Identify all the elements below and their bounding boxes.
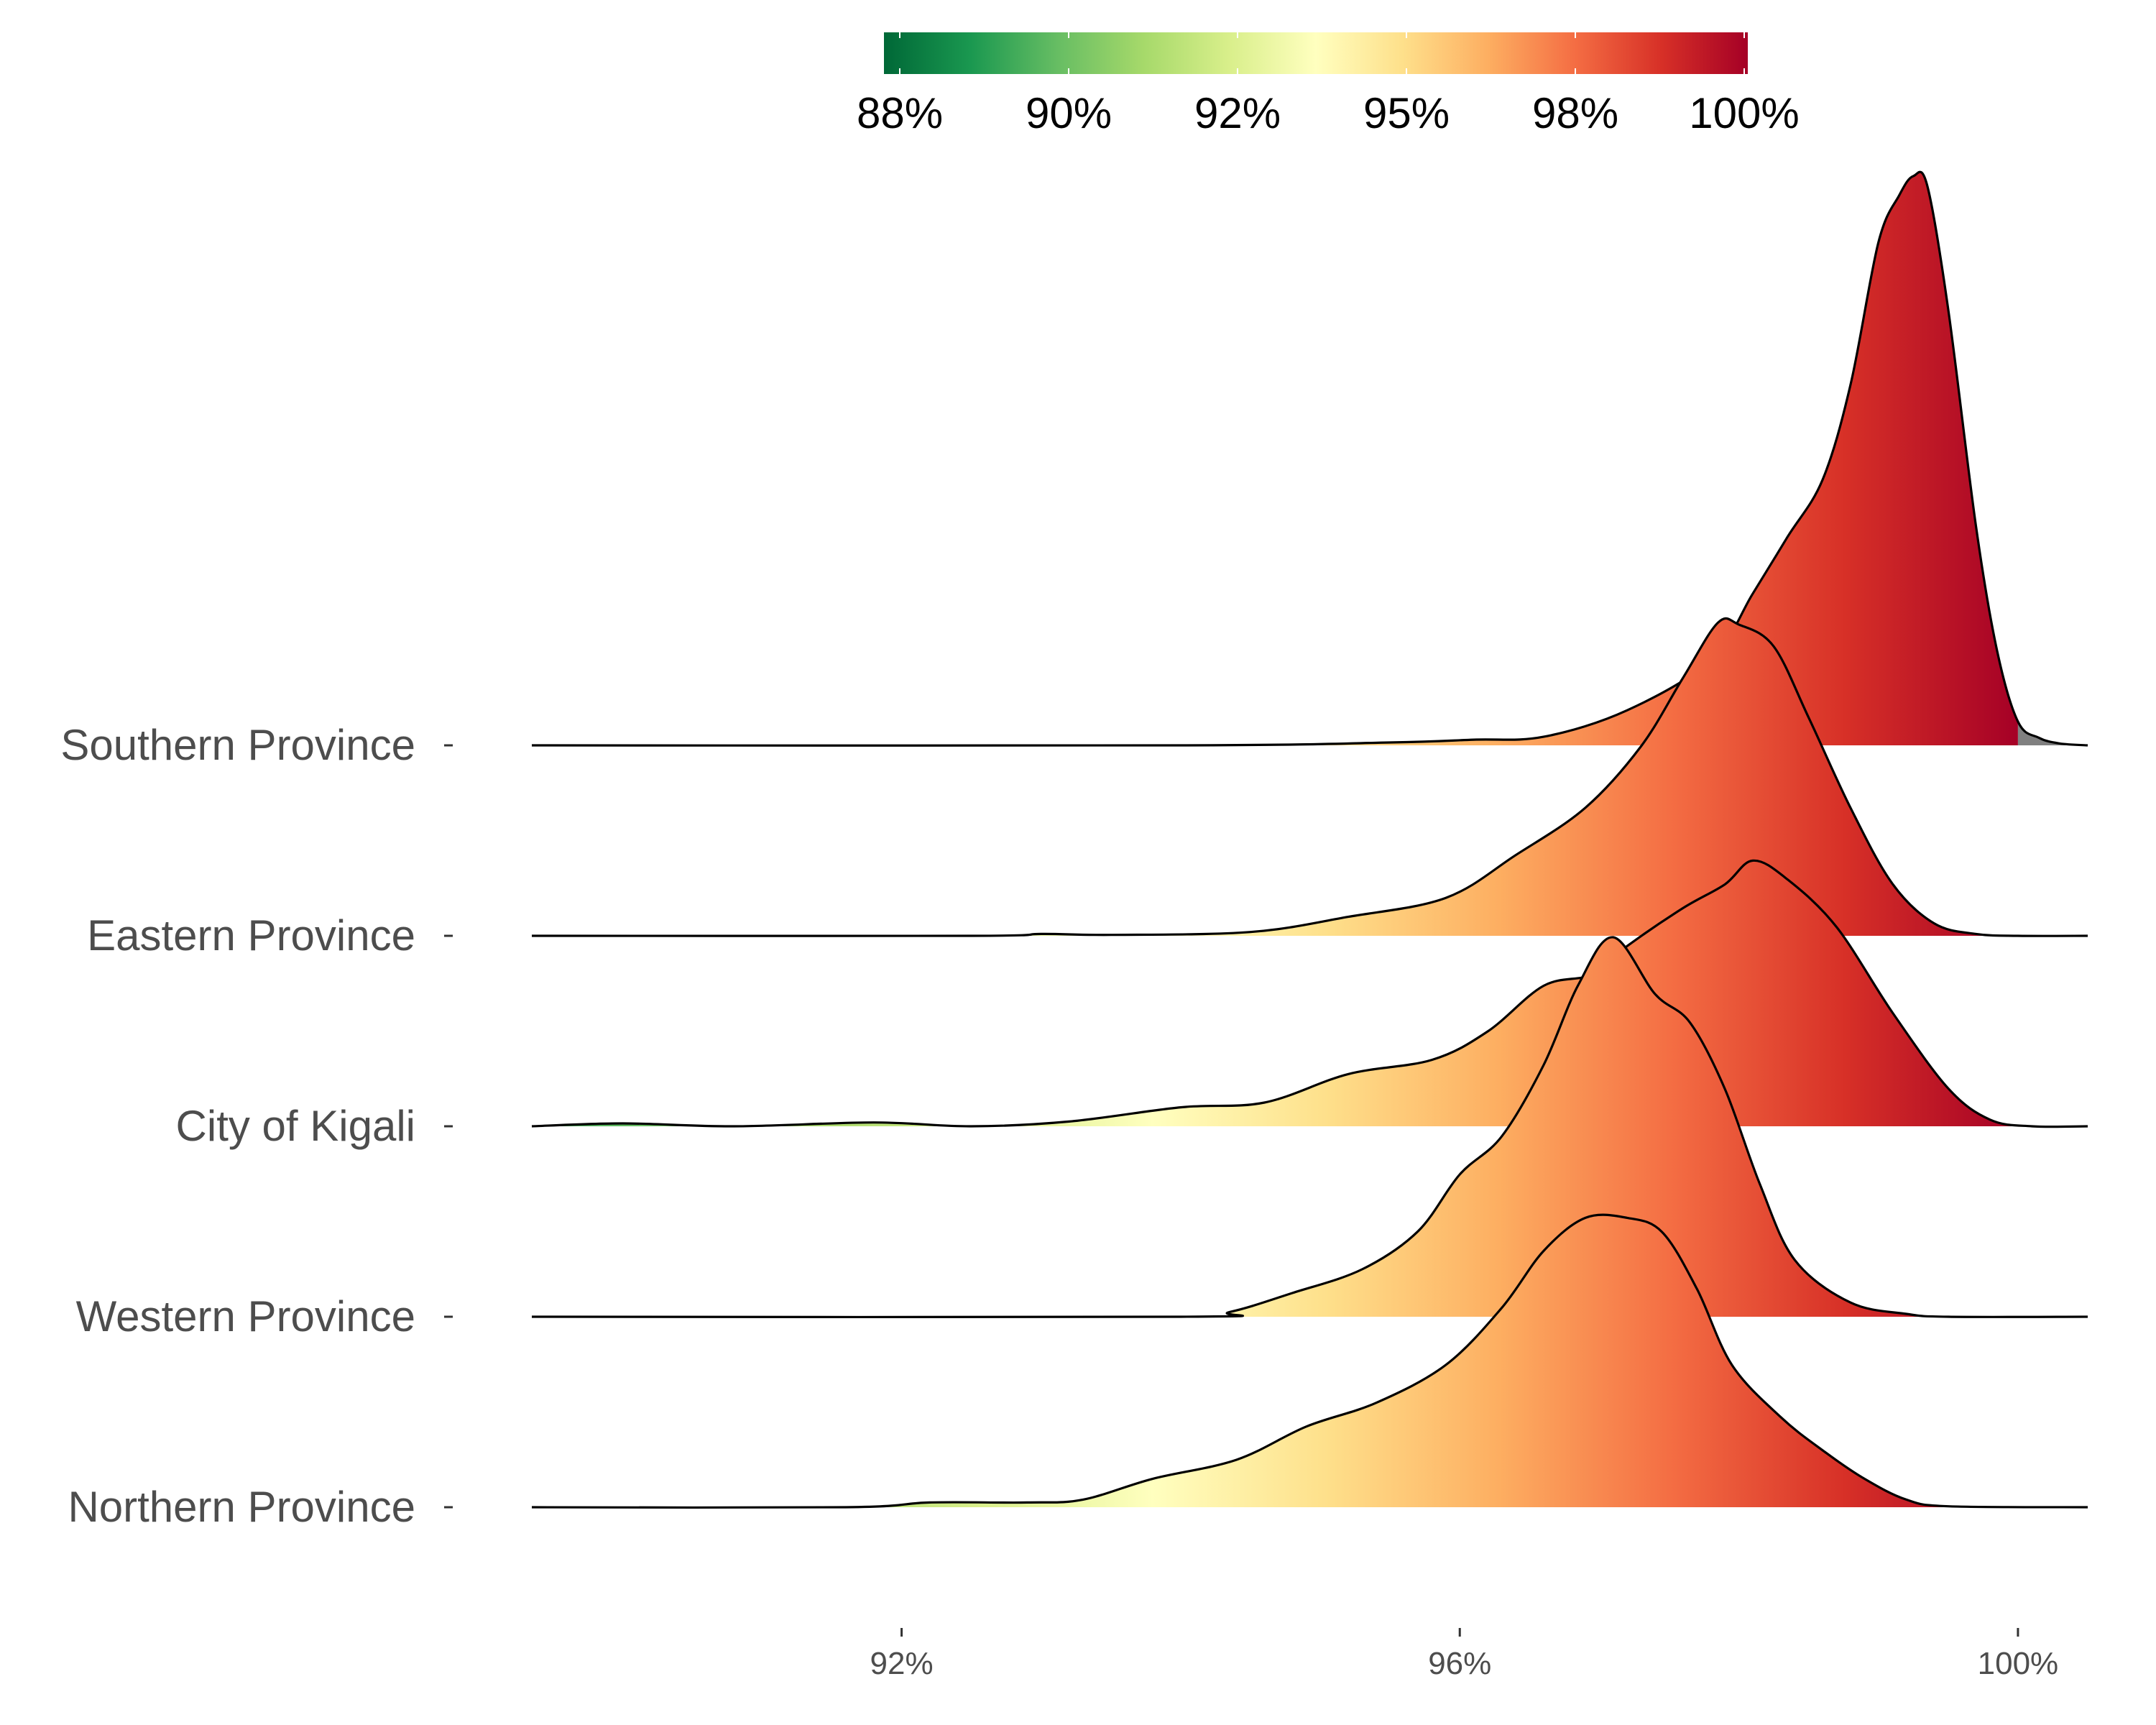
ridge-outline [531,617,2088,937]
legend-tick-label: 88% [857,89,943,137]
ridge-southern-province [531,170,2088,747]
legend-tick-label: 95% [1363,89,1450,137]
x-axis: 92% 96% 100% [870,1628,2059,1681]
legend-colorbar [884,32,1748,74]
y-axis-label: Northern Province [68,1483,415,1531]
legend-tick-label: 90% [1026,89,1112,137]
ridge-outline [531,1213,2088,1509]
legend-tick-label: 98% [1532,89,1618,137]
ridge-fill [532,172,2018,746]
ridges-group [531,170,2088,1509]
ridge-outline [531,859,2088,1128]
legend-tick-label: 100% [1689,89,1799,137]
x-axis-tick-label: 96% [1428,1646,1491,1681]
ridge-fill-out-of-range [2017,937,2088,1317]
y-axis-label: Southern Province [60,721,415,769]
y-axis-label: Western Province [76,1292,415,1340]
ridge-fill-out-of-range [2017,618,2088,937]
legend-tick-label: 92% [1194,89,1281,137]
ridge-outline [531,936,2088,1319]
x-axis-tick-label: 100% [1978,1646,2059,1681]
ridge-outline [531,170,2088,747]
x-axis-tick-label: 92% [870,1646,934,1681]
ridge-fill-out-of-range [2017,860,2088,1127]
ridge-fill-out-of-range [2017,172,2088,746]
color-legend: 88% 90% 92% 95% 98% 100% [857,32,1800,137]
ridge-fill-out-of-range [2017,1215,2088,1508]
y-axis-labels: Southern Province Eastern Province City of… [60,721,453,1531]
ridge-fill [532,618,2018,937]
y-axis-label: Eastern Province [87,911,415,960]
y-axis-label: City of Kigali [176,1102,415,1150]
